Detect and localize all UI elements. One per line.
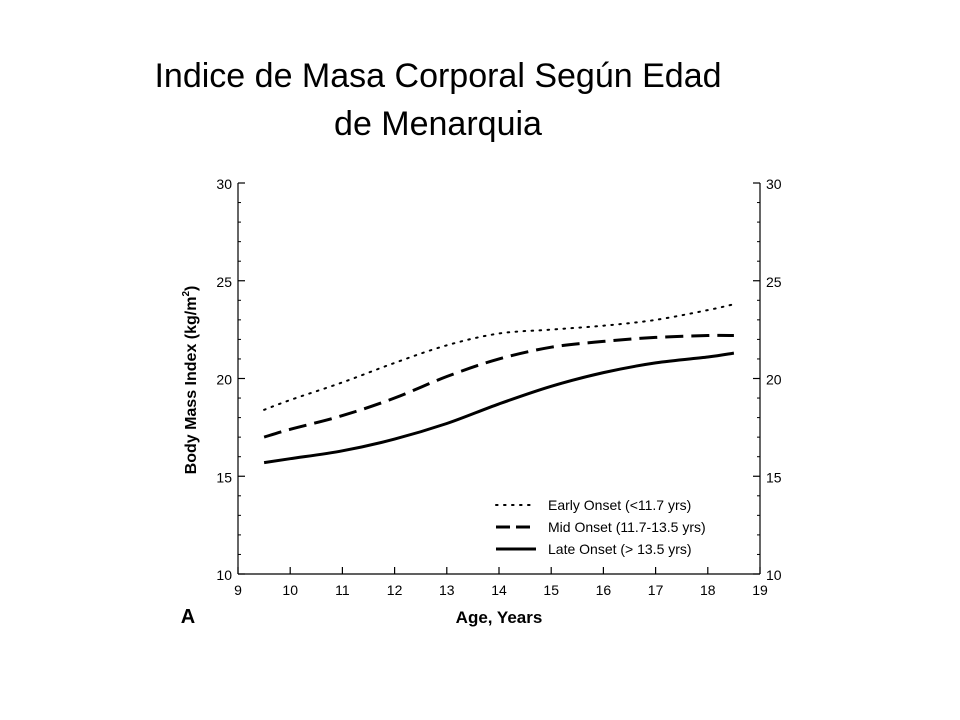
x-tick-label: 19 xyxy=(752,582,768,598)
slide-title: Indice de Masa Corporal Según Edad de Me… xyxy=(0,52,876,148)
x-tick-label: 10 xyxy=(282,582,298,598)
panel-label: A xyxy=(181,606,195,628)
x-tick-label: 15 xyxy=(543,582,559,598)
y-tick-label-right: 20 xyxy=(766,372,782,388)
legend-label: Early Onset (<11.7 yrs) xyxy=(548,497,691,513)
x-tick-label: 13 xyxy=(439,582,455,598)
x-tick-label: 16 xyxy=(596,582,612,598)
x-tick-label: 18 xyxy=(700,582,716,598)
y-axis-label-sup: 2 xyxy=(181,291,192,297)
y-tick-label-left: 30 xyxy=(216,176,232,192)
series-line-dashed xyxy=(263,333,734,439)
series-line-dotted xyxy=(263,303,735,411)
y-tick-label-left: 20 xyxy=(216,372,232,388)
chart-legend: Early Onset (<11.7 yrs) Mid Onset (11.7-1… xyxy=(495,497,706,557)
x-tick-label: 14 xyxy=(491,582,507,598)
y-tick-label-left: 10 xyxy=(216,567,232,583)
y-tick-label-right: 10 xyxy=(766,567,782,583)
slide-title-line-1: Indice de Masa Corporal Según Edad xyxy=(154,57,722,95)
y-axis-label-end: ) xyxy=(183,286,200,291)
legend-label: Mid Onset (11.7-13.5 yrs) xyxy=(548,519,706,535)
slide-title-line-2: de Menarquia xyxy=(334,105,542,143)
legend-label: Late Onset (> 13.5 yrs) xyxy=(548,541,692,557)
x-tick-label: 11 xyxy=(335,582,350,598)
series-line-solid xyxy=(263,351,735,465)
x-tick-label: 9 xyxy=(234,582,242,598)
y-tick-label-right: 30 xyxy=(766,176,782,192)
y-tick-label-left: 15 xyxy=(216,469,232,485)
y-tick-label-left: 25 xyxy=(216,274,232,290)
x-axis-label: Age, Years xyxy=(456,608,543,627)
x-tick-label: 17 xyxy=(648,582,664,598)
y-axis-label: Body Mass Index (kg/m2) xyxy=(181,286,200,475)
y-tick-label-right: 15 xyxy=(766,469,782,485)
x-tick-label: 12 xyxy=(387,582,403,598)
y-tick-label-right: 25 xyxy=(766,274,782,290)
y-axis-label-main: Body Mass Index (kg/m xyxy=(183,297,200,475)
chart-series xyxy=(263,303,735,465)
